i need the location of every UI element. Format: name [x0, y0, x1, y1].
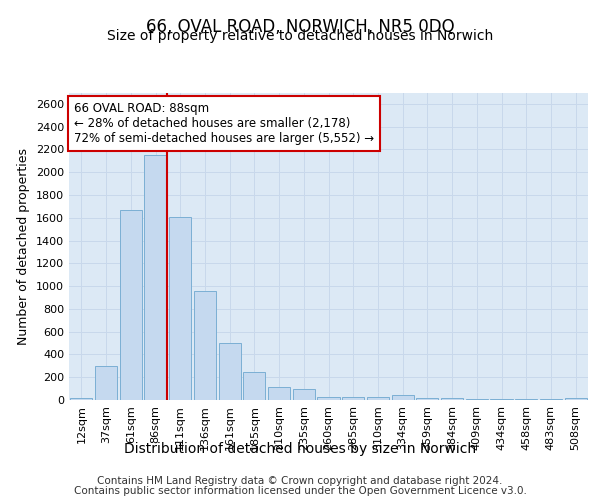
Bar	[540, 399, 562, 400]
Bar	[194, 290, 216, 400]
Bar	[466, 399, 488, 400]
Bar	[218, 343, 241, 400]
Bar	[169, 216, 191, 400]
Bar	[367, 396, 389, 400]
Bar	[268, 387, 290, 400]
Bar	[392, 396, 414, 400]
Text: Contains public sector information licensed under the Open Government Licence v3: Contains public sector information licen…	[74, 486, 526, 496]
Bar	[95, 366, 117, 400]
Bar	[565, 398, 587, 400]
Bar	[416, 398, 439, 400]
Text: 66, OVAL ROAD, NORWICH, NR5 0DQ: 66, OVAL ROAD, NORWICH, NR5 0DQ	[146, 18, 454, 36]
Text: Contains HM Land Registry data © Crown copyright and database right 2024.: Contains HM Land Registry data © Crown c…	[97, 476, 503, 486]
Bar	[515, 399, 538, 400]
Y-axis label: Number of detached properties: Number of detached properties	[17, 148, 31, 345]
Bar	[441, 398, 463, 400]
Bar	[293, 389, 315, 400]
Bar	[119, 210, 142, 400]
Bar	[342, 396, 364, 400]
Bar	[317, 396, 340, 400]
Text: Size of property relative to detached houses in Norwich: Size of property relative to detached ho…	[107, 29, 493, 43]
Bar	[490, 399, 512, 400]
Bar	[70, 398, 92, 400]
Text: Distribution of detached houses by size in Norwich: Distribution of detached houses by size …	[124, 442, 476, 456]
Bar	[145, 155, 167, 400]
Text: 66 OVAL ROAD: 88sqm
← 28% of detached houses are smaller (2,178)
72% of semi-det: 66 OVAL ROAD: 88sqm ← 28% of detached ho…	[74, 102, 374, 144]
Bar	[243, 372, 265, 400]
